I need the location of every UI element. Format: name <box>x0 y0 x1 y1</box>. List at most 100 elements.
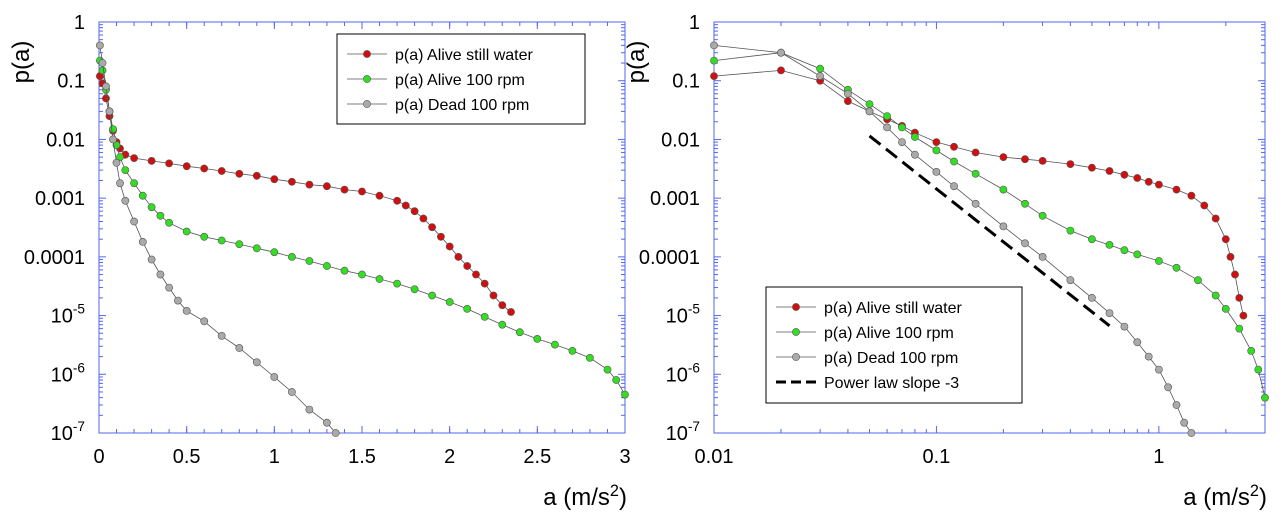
data-point <box>1021 199 1029 208</box>
data-point <box>1231 270 1239 279</box>
y-axis-title: p(a) <box>8 41 35 84</box>
legend-swatch-marker <box>363 75 371 83</box>
data-point <box>322 418 331 427</box>
x-tick-label: 2 <box>444 446 455 468</box>
x-axis-title: a (m/s2) <box>543 482 627 511</box>
data-point <box>200 317 209 326</box>
data-point <box>109 125 117 134</box>
data-point <box>999 153 1008 161</box>
data-point <box>165 283 173 292</box>
data-point <box>971 169 980 178</box>
series-2 <box>710 41 1196 437</box>
data-point <box>1021 239 1029 248</box>
data-point <box>1038 156 1047 165</box>
data-point <box>1247 346 1256 355</box>
legend-label: p(a) Alive 100 rpm <box>395 72 525 89</box>
data-point <box>1194 276 1202 285</box>
data-point <box>1211 291 1220 300</box>
x-tick-label: 3 <box>619 446 630 468</box>
x-tick-label: 1 <box>269 446 280 468</box>
data-point <box>173 296 182 305</box>
data-point <box>1105 167 1114 175</box>
series-line <box>99 60 626 395</box>
data-point <box>1221 235 1230 244</box>
chart-panel-right: 10-7 10-6 10-5 0.0001 0.001 0.01 0.1 1 0.01 0.1 1 p… <box>623 12 1269 511</box>
data-point <box>1221 304 1230 313</box>
data-point <box>1133 338 1142 347</box>
data-point <box>950 157 958 166</box>
series-3 <box>868 134 1111 327</box>
data-point <box>393 196 401 205</box>
data-point <box>428 223 436 232</box>
x-axis-title: a (m/s2) <box>1183 482 1267 511</box>
data-point <box>498 301 507 310</box>
data-point <box>480 312 489 321</box>
data-point <box>147 156 156 165</box>
data-point <box>112 141 121 149</box>
data-point <box>950 142 958 151</box>
data-point <box>138 237 147 246</box>
y-tick-label: 0.0001 <box>639 247 700 269</box>
x-tick-label: 2.5 <box>523 446 551 468</box>
data-point <box>182 306 191 315</box>
series-2 <box>96 41 340 437</box>
data-point <box>305 405 314 414</box>
data-point <box>138 191 147 200</box>
data-point <box>1021 155 1029 164</box>
data-point <box>1172 263 1181 272</box>
data-point <box>950 182 958 191</box>
data-point <box>777 48 785 57</box>
data-point <box>1261 393 1269 402</box>
data-point <box>507 308 515 316</box>
data-point <box>1172 185 1181 194</box>
data-point <box>130 154 138 162</box>
data-point <box>533 334 542 343</box>
data-point <box>401 201 410 210</box>
data-point <box>305 257 314 265</box>
plot-frame <box>713 21 1266 434</box>
data-point <box>454 252 463 261</box>
data-point <box>270 175 279 184</box>
data-point <box>999 222 1008 231</box>
data-point <box>586 353 594 362</box>
legend-box <box>765 286 1023 404</box>
legend: p(a) Alive still water p(a) Alive 100 rpm… <box>336 33 586 125</box>
data-point <box>393 279 401 288</box>
y-tick-label: 0.0001 <box>24 247 85 269</box>
x-tick-label: 1.5 <box>348 446 376 468</box>
data-point <box>1133 250 1142 259</box>
data-point <box>1066 226 1075 235</box>
data-point <box>612 376 621 384</box>
data-point <box>865 107 874 116</box>
data-point <box>121 166 130 174</box>
data-point <box>270 248 279 257</box>
x-tick-label: 0.5 <box>173 446 201 468</box>
data-point <box>971 148 980 157</box>
data-point <box>1226 252 1235 261</box>
data-point <box>883 123 891 132</box>
data-point <box>1105 240 1114 249</box>
data-point <box>340 266 349 275</box>
data-point <box>1144 177 1153 186</box>
data-point <box>96 41 104 50</box>
data-point <box>130 217 138 226</box>
legend-swatch-marker <box>363 50 371 58</box>
data-point <box>603 365 612 374</box>
series-line <box>99 45 337 434</box>
data-point <box>358 187 366 196</box>
data-point <box>322 262 331 270</box>
data-point <box>340 185 349 194</box>
data-point <box>121 196 130 205</box>
y-tick-label: 10-6 <box>51 360 85 386</box>
data-point <box>331 429 340 437</box>
data-point <box>710 41 718 50</box>
x-tick-label: 1 <box>1153 446 1164 468</box>
legend-label: p(a) Alive still water <box>395 47 533 64</box>
data-point <box>235 169 244 178</box>
data-point <box>1120 170 1129 179</box>
data-point <box>551 340 559 349</box>
legend-swatch-marker <box>792 303 800 311</box>
data-point <box>428 291 436 300</box>
series-line <box>713 52 1266 398</box>
